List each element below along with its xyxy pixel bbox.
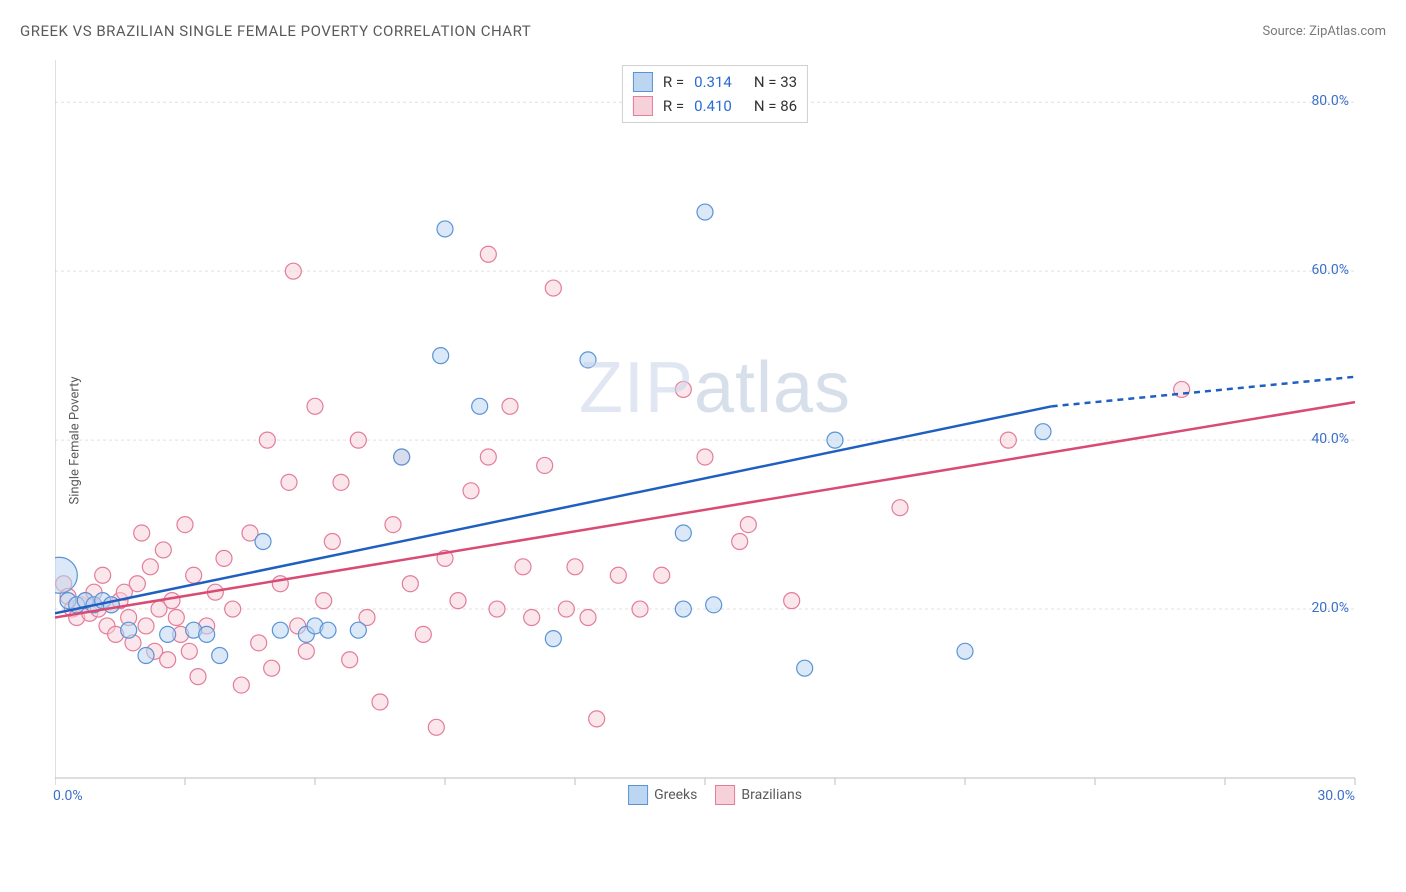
r-value-brazilians: 0.410 bbox=[694, 97, 732, 115]
legend-swatch-brazilians bbox=[633, 96, 653, 116]
legend-swatch-brazilians-icon bbox=[715, 785, 735, 805]
chart-area: ZIPatlas Single Female Poverty R = 0.314… bbox=[55, 60, 1375, 805]
legend-label-brazilians: Brazilians bbox=[741, 787, 802, 803]
legend-item-greeks: Greeks bbox=[628, 785, 697, 805]
r-value-greeks: 0.314 bbox=[694, 73, 732, 91]
legend-swatch-greeks bbox=[633, 72, 653, 92]
y-tick-label: 40.0% bbox=[1311, 431, 1349, 447]
n-value-greeks: 33 bbox=[780, 73, 797, 91]
y-tick-label: 60.0% bbox=[1311, 262, 1349, 278]
y-tick-label: 80.0% bbox=[1311, 93, 1349, 109]
legend-row-brazilians: R = 0.410 N = 86 bbox=[633, 94, 797, 118]
x-tick-label: 0.0% bbox=[53, 788, 83, 804]
legend-label-greeks: Greeks bbox=[654, 787, 697, 803]
x-tick-label: 30.0% bbox=[1317, 788, 1355, 804]
series-legend: Greeks Brazilians bbox=[628, 785, 802, 805]
scatter-chart-svg bbox=[55, 60, 1375, 805]
n-value-brazilians: 86 bbox=[780, 97, 797, 115]
chart-title: GREEK VS BRAZILIAN SINGLE FEMALE POVERTY… bbox=[20, 22, 531, 40]
legend-swatch-greeks-icon bbox=[628, 785, 648, 805]
legend-item-brazilians: Brazilians bbox=[715, 785, 802, 805]
y-tick-label: 20.0% bbox=[1311, 600, 1349, 616]
chart-source: Source: ZipAtlas.com bbox=[1262, 24, 1386, 39]
chart-header: GREEK VS BRAZILIAN SINGLE FEMALE POVERTY… bbox=[20, 22, 1386, 40]
correlation-legend: R = 0.314 N = 33 R = 0.410 N = 86 bbox=[622, 65, 808, 123]
y-axis-label: Single Female Poverty bbox=[68, 376, 83, 504]
legend-row-greeks: R = 0.314 N = 33 bbox=[633, 70, 797, 94]
